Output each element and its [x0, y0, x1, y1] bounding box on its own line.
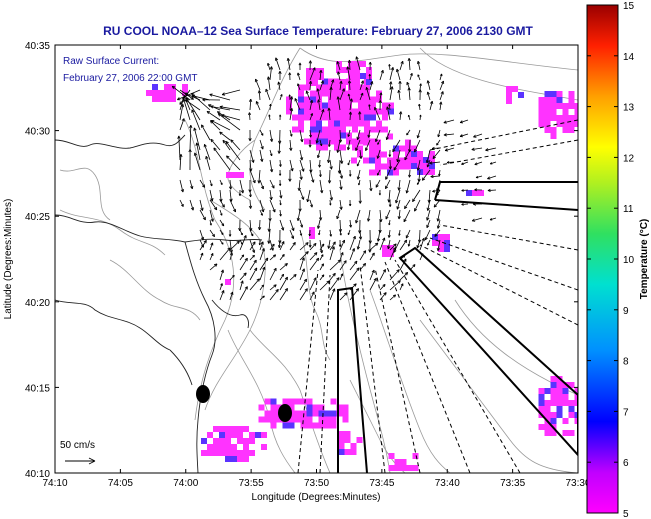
y-tick-label: 40:30	[25, 127, 50, 138]
colorbar-tick-label: 15	[623, 1, 635, 12]
coastline	[55, 134, 263, 473]
current-time: February 27, 2006 22:00 GMT	[63, 73, 198, 84]
x-tick-label: 74:10	[42, 478, 67, 489]
y-tick-label: 40:15	[25, 383, 50, 394]
colorbar-tick-label: 9	[623, 306, 629, 317]
y-tick-label: 40:35	[25, 41, 50, 52]
y-tick-label: 40:20	[25, 298, 50, 309]
scale-label: 50 cm/s	[60, 440, 95, 451]
y-axis-ticks: 40:10 40:15 40:20 40:25 40:30 40:35	[25, 41, 578, 480]
colorbar-tick-label: 6	[623, 458, 629, 469]
colorbar-tick-label: 8	[623, 357, 629, 368]
chart-title: RU COOL NOAA–12 Sea Surface Temperature:…	[103, 24, 533, 38]
x-tick-label: 73:50	[304, 478, 329, 489]
colorbar-tick-label: 5	[623, 509, 629, 519]
colorbar-label: Temperature (°C)	[639, 219, 650, 300]
x-tick-label: 73:55	[239, 478, 264, 489]
colorbar-tick-label: 12	[623, 153, 635, 164]
sst-pixel-layer	[146, 61, 578, 471]
x-tick-label: 73:35	[500, 478, 525, 489]
x-tick-label: 73:45	[369, 478, 394, 489]
radar-site-marker	[278, 404, 292, 422]
colorbar-tick-label: 7	[623, 407, 629, 418]
map-area: Raw Surface Current: February 27, 2006 2…	[55, 45, 578, 473]
y-axis-label: Latitude (Degrees:Minutes)	[3, 199, 14, 320]
x-tick-label: 73:30	[565, 478, 590, 489]
colorbar-tick-label: 10	[623, 255, 635, 266]
x-tick-label: 73:40	[435, 478, 460, 489]
colorbar-tick-label: 14	[623, 52, 635, 63]
colorbar	[586, 4, 619, 514]
colorbar-tick-label: 13	[623, 103, 635, 114]
x-axis-label: Longitude (Degrees:Minutes)	[252, 492, 381, 503]
radar-site-marker	[196, 385, 210, 403]
colorbar-ticks: 5 6 7 8 9 10 11 12 13 14 15	[587, 1, 635, 519]
y-tick-label: 40:25	[25, 212, 50, 223]
current-label: Raw Surface Current:	[63, 56, 159, 67]
surface-current-vectors	[171, 56, 497, 301]
x-tick-label: 74:05	[108, 478, 133, 489]
radar-coverage-lines	[297, 119, 578, 473]
x-tick-label: 74:00	[173, 478, 198, 489]
scale-arrow	[65, 457, 96, 465]
y-tick-label: 40:10	[25, 469, 50, 480]
colorbar-tick-label: 11	[623, 204, 634, 215]
x-axis-ticks: 74:10 74:05 74:00 73:55 73:50 73:45 73:40 73:35…	[42, 45, 591, 489]
